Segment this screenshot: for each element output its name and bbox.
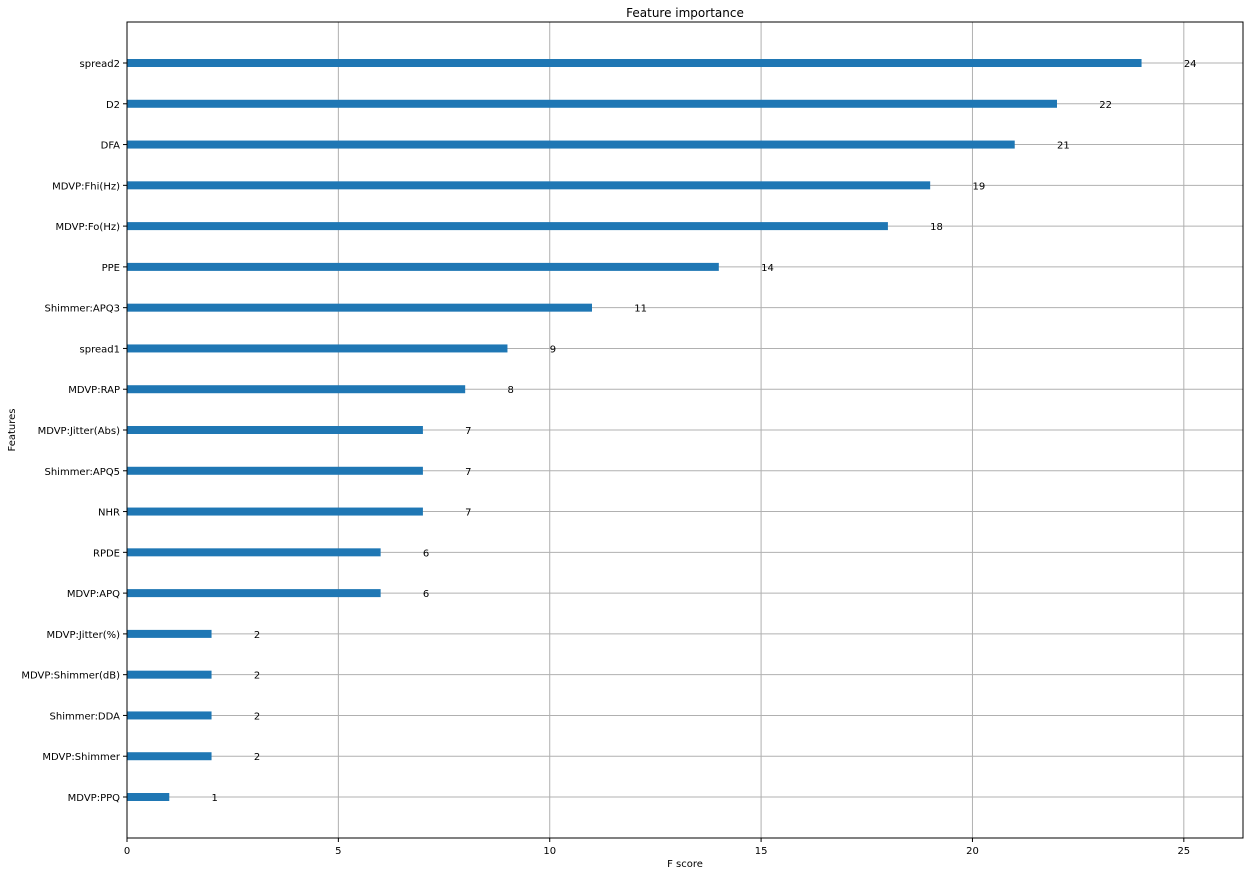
tick-marks — [123, 62, 1185, 842]
bar-value-label: 11 — [634, 304, 647, 315]
x-tick-label: 25 — [1177, 846, 1190, 857]
bar-value-label: 6 — [423, 589, 429, 600]
bar — [127, 629, 212, 638]
x-tick-label: 15 — [755, 846, 768, 857]
y-tick-label: MDVP:APQ — [67, 589, 120, 600]
bar-value-label: 1 — [212, 793, 218, 804]
x-axis-label: F score — [667, 859, 703, 870]
bar-value-label: 7 — [465, 508, 471, 519]
y-tick-label: spread2 — [80, 59, 120, 70]
bar-value-label: 2 — [254, 671, 260, 682]
bar — [127, 426, 423, 434]
bar-value-label: 9 — [550, 344, 556, 355]
y-tick-label: MDVP:RAP — [68, 385, 120, 396]
x-tick-label: 20 — [966, 846, 979, 857]
bar — [127, 507, 423, 516]
y-tick-label: Shimmer:DDA — [50, 711, 121, 722]
bar — [127, 303, 592, 312]
bar-value-label: 18 — [930, 222, 943, 233]
bar — [127, 140, 1015, 149]
y-tick-label: MDVP:Jitter(%) — [46, 630, 120, 641]
bar-value-label: 2 — [254, 752, 260, 763]
bar — [127, 59, 1142, 67]
bar-value-label: 8 — [507, 385, 513, 396]
bar-value-label: 7 — [465, 426, 471, 437]
bar — [127, 793, 170, 801]
bar — [127, 385, 466, 394]
y-tick-label: MDVP:Fhi(Hz) — [52, 181, 120, 192]
bar — [127, 99, 1057, 108]
bar — [127, 466, 423, 475]
y-tick-label: Shimmer:APQ3 — [44, 304, 120, 315]
bar-value-label: 24 — [1184, 59, 1197, 70]
bar-value-label: 2 — [254, 630, 260, 641]
chart-title: Feature importance — [626, 6, 744, 20]
bar — [127, 262, 719, 271]
bar — [127, 752, 212, 761]
y-tick-label: PPE — [102, 263, 120, 274]
bar — [127, 589, 381, 598]
y-tick-label: MDVP:Jitter(Abs) — [38, 426, 121, 437]
bar-value-label: 21 — [1057, 141, 1070, 152]
bars — [127, 59, 1142, 801]
bar — [127, 222, 888, 231]
y-tick-label: MDVP:Shimmer — [42, 752, 120, 763]
y-tick-label: MDVP:PPQ — [68, 793, 120, 804]
bar-value-label: 7 — [465, 467, 471, 478]
bar-value-label: 2 — [254, 711, 260, 722]
bar — [127, 344, 508, 353]
bar-value-label: 6 — [423, 548, 429, 559]
y-tick-label: MDVP:Shimmer(dB) — [21, 671, 120, 682]
bar-value-label: 22 — [1099, 100, 1112, 111]
bar — [127, 670, 212, 679]
bar — [127, 548, 381, 557]
y-tick-label: MDVP:Fo(Hz) — [56, 222, 121, 233]
y-tick-label: Shimmer:APQ5 — [44, 467, 120, 478]
bar-value-label: 14 — [761, 263, 774, 274]
y-tick-label: spread1 — [80, 344, 120, 355]
y-tick-label: D2 — [106, 100, 120, 111]
y-tick-label: RPDE — [93, 548, 120, 559]
y-tick-label: DFA — [101, 141, 121, 152]
y-tick-label: NHR — [98, 508, 120, 519]
x-tick-label: 10 — [543, 846, 556, 857]
y-axis-label: Features — [7, 409, 18, 452]
bar — [127, 711, 212, 720]
bar — [127, 181, 931, 190]
bar-value-label: 19 — [972, 181, 985, 192]
x-tick-label: 5 — [335, 846, 341, 857]
x-tick-label: 0 — [124, 846, 130, 857]
